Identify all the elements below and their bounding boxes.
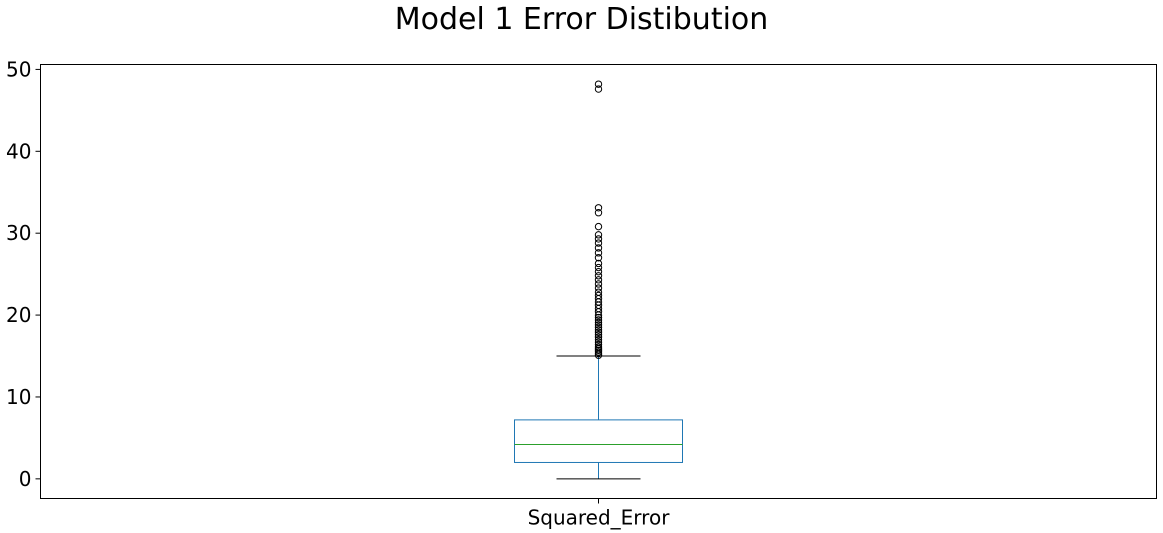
y-tick-label: 40 — [6, 139, 31, 163]
y-tick-label: 30 — [6, 221, 31, 245]
outlier-point — [594, 263, 603, 272]
outlier-point — [594, 259, 603, 268]
outlier-point — [594, 80, 603, 88]
outlier-point — [594, 331, 603, 339]
outlier-point — [594, 231, 603, 239]
outlier-point — [594, 333, 603, 341]
outlier-point — [594, 318, 603, 327]
outlier-point — [594, 254, 603, 262]
outlier-point — [594, 276, 603, 284]
outlier-point — [594, 343, 603, 351]
outlier-point — [594, 321, 603, 329]
outlier-point — [594, 272, 603, 280]
outlier-point — [594, 267, 603, 276]
outlier-point — [594, 222, 603, 231]
x-tick-label: Squared_Error — [528, 506, 671, 530]
outlier-point — [594, 323, 603, 332]
y-tick-label: 20 — [6, 303, 31, 327]
outlier-point — [594, 291, 603, 300]
outlier-point — [594, 235, 603, 243]
outlier-point — [594, 326, 603, 334]
y-tick-label: 0 — [19, 467, 32, 491]
outlier-point — [594, 244, 603, 252]
y-axis: 0 10 20 30 40 50 — [6, 57, 41, 491]
iqr-box — [514, 419, 683, 463]
outlier-point — [594, 316, 603, 324]
outlier-point — [594, 85, 603, 93]
boxes-layer — [514, 80, 683, 480]
y-tick-label: 50 — [6, 57, 31, 81]
outlier-point — [594, 249, 603, 257]
x-axis: Squared_Error — [528, 498, 671, 530]
outlier-point — [594, 209, 603, 217]
plot-area-frame — [40, 64, 1157, 499]
outlier-point — [594, 204, 603, 212]
outlier-point — [594, 328, 603, 336]
outlier-point — [594, 313, 603, 322]
chart-title: Model 1 Error Distibution — [394, 2, 769, 37]
outlier-point — [594, 338, 603, 346]
outlier-point — [594, 335, 603, 344]
outlier-point — [594, 280, 603, 288]
outlier-point — [594, 288, 603, 296]
outlier-point — [594, 239, 603, 247]
outlier-point — [594, 284, 603, 292]
y-tick-label: 10 — [6, 385, 31, 409]
outlier-point — [594, 340, 603, 349]
